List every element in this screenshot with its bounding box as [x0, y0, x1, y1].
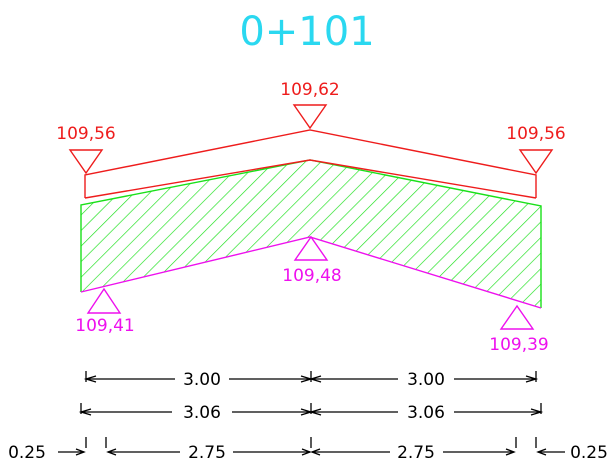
dimension-row-2-left: 3.06	[183, 403, 221, 423]
dimension-row-1-left: 3.00	[183, 370, 221, 390]
surface-profile	[84, 129, 537, 199]
dimension-row-3-left: 2.75	[188, 443, 226, 463]
dimension-row-2	[78, 403, 544, 416]
dimension-row-3	[58, 437, 565, 456]
subgrade-profile	[80, 236, 542, 309]
subgrade-center-marker-icon	[293, 235, 329, 261]
surface-right-marker-icon	[518, 149, 554, 175]
surface-center-elevation: 109,62	[280, 80, 339, 100]
surface-right-elevation: 109,56	[506, 124, 565, 144]
subgrade-right-elevation: 109,39	[489, 335, 548, 355]
dimension-row-1-right: 3.00	[407, 370, 445, 390]
surface-left-elevation: 109,56	[56, 124, 115, 144]
surface-center-marker-icon	[292, 104, 328, 130]
subgrade-center-elevation: 109,48	[282, 266, 341, 286]
subgrade-right-marker-icon	[499, 304, 535, 330]
dimension-row-2-right: 3.06	[407, 403, 445, 423]
pavement-layer	[80, 159, 542, 308]
dimension-row-3-left-edge: 0.25	[8, 443, 46, 463]
surface-left-marker-icon	[68, 149, 104, 175]
dimension-row-3-right-edge: 0.25	[570, 443, 608, 463]
subgrade-left-elevation: 109,41	[75, 316, 134, 336]
subgrade-left-marker-icon	[86, 287, 122, 314]
dimension-row-3-right: 2.75	[397, 443, 435, 463]
station-title: 0+101	[239, 9, 374, 55]
dimension-row-1	[83, 371, 539, 383]
